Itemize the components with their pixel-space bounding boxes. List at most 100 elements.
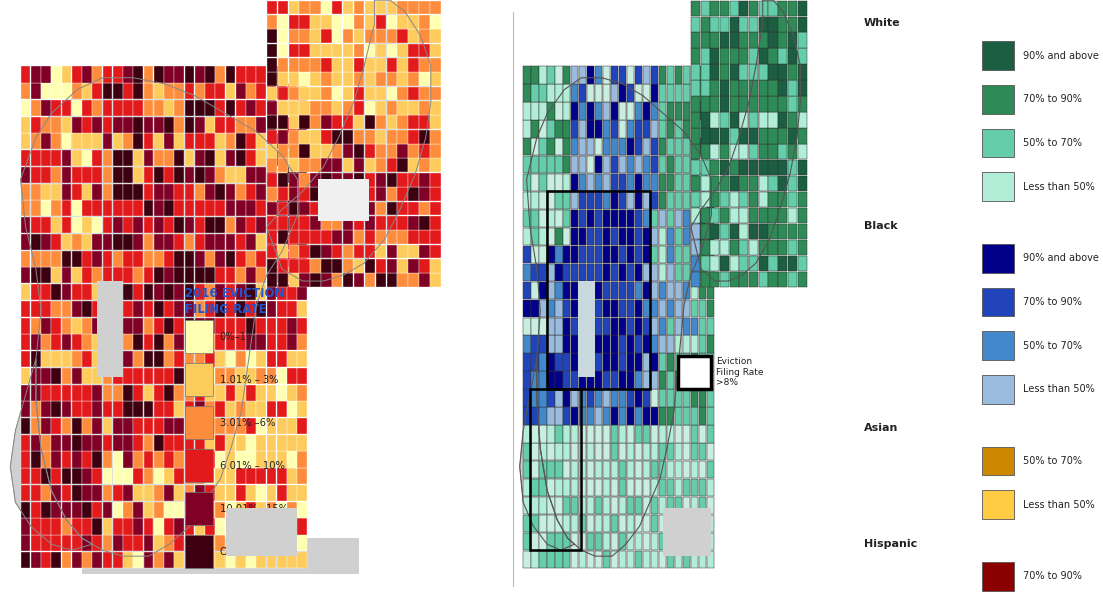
Bar bbox=[547, 66, 555, 84]
Bar bbox=[555, 192, 563, 209]
Bar bbox=[603, 282, 610, 299]
Bar bbox=[376, 1, 386, 14]
Bar bbox=[246, 535, 256, 551]
Bar bbox=[408, 202, 419, 215]
Bar bbox=[226, 200, 235, 216]
Bar bbox=[707, 443, 715, 460]
Bar bbox=[699, 264, 706, 281]
Bar bbox=[797, 240, 806, 255]
Bar bbox=[675, 371, 683, 389]
Bar bbox=[52, 435, 61, 451]
Bar bbox=[611, 551, 619, 568]
Bar bbox=[174, 552, 184, 568]
Bar bbox=[690, 192, 700, 208]
Bar bbox=[277, 368, 287, 384]
Bar bbox=[619, 533, 627, 550]
Bar bbox=[658, 353, 666, 371]
Bar bbox=[62, 552, 72, 568]
Bar bbox=[124, 468, 132, 484]
Bar bbox=[289, 202, 299, 215]
Bar bbox=[430, 130, 440, 144]
Bar bbox=[113, 351, 122, 367]
Bar bbox=[788, 32, 797, 48]
Bar bbox=[72, 368, 82, 384]
Bar bbox=[41, 368, 51, 384]
Bar bbox=[31, 518, 41, 535]
Bar bbox=[376, 144, 386, 158]
Bar bbox=[267, 101, 277, 115]
Bar bbox=[739, 1, 749, 16]
Bar bbox=[343, 202, 353, 215]
Bar bbox=[277, 100, 287, 116]
Bar bbox=[635, 84, 642, 102]
Bar bbox=[195, 133, 205, 150]
Bar bbox=[52, 184, 61, 200]
Text: Less than 50%: Less than 50% bbox=[1024, 182, 1095, 191]
Bar bbox=[153, 468, 163, 484]
Bar bbox=[174, 251, 184, 267]
Bar bbox=[93, 552, 103, 568]
Bar bbox=[651, 228, 658, 245]
Bar bbox=[310, 259, 321, 273]
Bar bbox=[658, 551, 666, 568]
Bar bbox=[611, 300, 619, 317]
Bar bbox=[587, 84, 595, 102]
Bar bbox=[153, 535, 163, 551]
Bar bbox=[603, 551, 610, 568]
Bar bbox=[539, 264, 546, 281]
Bar bbox=[365, 202, 375, 215]
Bar bbox=[72, 518, 82, 535]
Bar bbox=[246, 368, 256, 384]
Bar bbox=[700, 160, 709, 175]
Bar bbox=[564, 371, 570, 389]
Text: 90% and above: 90% and above bbox=[1024, 254, 1100, 263]
Bar bbox=[93, 385, 103, 401]
Bar bbox=[555, 156, 563, 173]
Bar bbox=[310, 58, 321, 72]
Bar bbox=[707, 102, 715, 120]
Bar bbox=[707, 192, 715, 209]
Bar bbox=[153, 368, 163, 384]
Bar bbox=[31, 368, 41, 384]
Bar bbox=[788, 208, 797, 223]
Bar bbox=[184, 502, 194, 518]
Bar bbox=[52, 66, 61, 83]
Bar bbox=[298, 100, 308, 116]
Bar bbox=[41, 485, 51, 501]
Bar bbox=[408, 29, 419, 43]
Bar bbox=[982, 288, 1015, 316]
Bar bbox=[386, 216, 397, 230]
Bar bbox=[759, 65, 768, 80]
Bar bbox=[93, 351, 103, 367]
Bar bbox=[299, 273, 310, 287]
Bar bbox=[236, 418, 246, 434]
Bar bbox=[184, 251, 194, 267]
Bar bbox=[778, 240, 788, 255]
Bar bbox=[571, 479, 578, 496]
Bar bbox=[408, 144, 419, 158]
Bar bbox=[31, 100, 41, 116]
Bar bbox=[332, 216, 343, 230]
Bar bbox=[21, 66, 30, 83]
Bar bbox=[343, 273, 353, 287]
Bar bbox=[153, 451, 163, 468]
Bar bbox=[21, 117, 30, 133]
Bar bbox=[651, 335, 658, 353]
Bar bbox=[124, 217, 132, 233]
Bar bbox=[627, 210, 634, 227]
Bar bbox=[579, 66, 587, 84]
Bar bbox=[749, 80, 758, 96]
Bar bbox=[278, 144, 288, 158]
Bar bbox=[277, 418, 287, 434]
Bar bbox=[41, 518, 51, 535]
Bar bbox=[523, 318, 531, 335]
Bar bbox=[778, 256, 788, 271]
Bar bbox=[277, 117, 287, 133]
Bar bbox=[195, 217, 205, 233]
Bar bbox=[730, 65, 739, 80]
Bar bbox=[603, 300, 610, 317]
Bar bbox=[113, 451, 122, 468]
Bar bbox=[797, 224, 806, 239]
Bar bbox=[635, 533, 642, 550]
Bar bbox=[523, 156, 531, 173]
